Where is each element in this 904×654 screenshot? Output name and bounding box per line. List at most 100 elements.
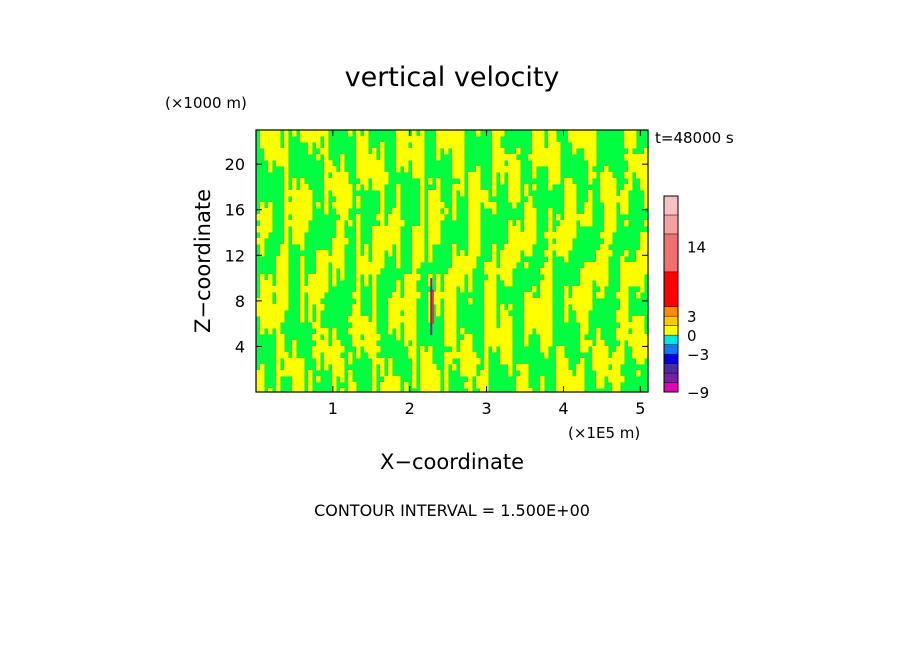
field-cell	[492, 280, 497, 287]
field-column	[588, 130, 593, 347]
field-cell	[640, 316, 645, 323]
field-cell	[452, 280, 457, 287]
field-cell	[580, 220, 585, 227]
field-cell	[612, 214, 617, 221]
field-cell	[380, 250, 385, 257]
field-cell	[472, 220, 477, 227]
field-cell	[512, 166, 517, 173]
field-cell	[508, 154, 513, 161]
field-cell	[508, 226, 513, 233]
field-cell	[532, 166, 537, 173]
field-cell	[380, 244, 385, 251]
field-cell	[580, 268, 585, 275]
field-cell	[348, 382, 353, 389]
field-cell	[416, 244, 421, 251]
field-column	[512, 154, 517, 269]
field-cell	[492, 184, 497, 191]
field-cell	[288, 190, 293, 197]
field-cell	[376, 238, 381, 245]
field-cell	[324, 274, 329, 281]
field-cell	[448, 328, 453, 335]
field-column	[464, 256, 469, 389]
field-cell	[432, 214, 437, 221]
field-cell	[636, 280, 641, 287]
field-cell	[324, 130, 329, 137]
field-cell	[568, 202, 573, 209]
field-cell	[644, 352, 649, 359]
field-cell	[264, 148, 269, 155]
field-cell	[548, 322, 553, 329]
field-cell	[376, 160, 381, 167]
field-cell	[484, 280, 489, 287]
field-cell	[572, 130, 577, 137]
field-cell	[260, 328, 265, 335]
field-cell	[584, 328, 589, 335]
field-cell	[460, 358, 465, 365]
field-cell	[548, 262, 553, 269]
field-cell	[344, 208, 349, 215]
field-cell	[308, 382, 313, 389]
field-cell	[640, 358, 645, 365]
field-cell	[508, 238, 513, 245]
field-cell	[540, 334, 545, 341]
field-cell	[284, 196, 289, 203]
field-cell	[476, 184, 481, 191]
field-cell	[260, 364, 265, 371]
field-cell	[524, 304, 529, 311]
field-cell	[404, 310, 409, 317]
field-column	[480, 190, 485, 392]
field-cell	[296, 220, 301, 227]
field-cell	[392, 214, 397, 221]
field-cell	[336, 232, 341, 239]
field-cell	[460, 280, 465, 287]
field-cell	[500, 256, 505, 263]
field-cell	[508, 274, 513, 281]
field-cell	[556, 154, 561, 161]
field-cell	[424, 364, 429, 371]
field-cell	[580, 136, 585, 143]
field-cell	[576, 286, 581, 293]
field-cell	[568, 388, 573, 392]
field-cell	[576, 298, 581, 305]
field-cell	[572, 382, 577, 389]
field-cell	[336, 262, 341, 269]
field-column	[364, 130, 369, 353]
field-cell	[636, 370, 641, 377]
field-cell	[624, 220, 629, 227]
field-cell	[376, 244, 381, 251]
field-cell	[528, 244, 533, 251]
field-cell	[280, 160, 285, 167]
field-cell	[572, 202, 577, 209]
field-cell	[340, 154, 345, 161]
y-tick-label: 8	[235, 292, 245, 311]
chart-title: vertical velocity	[345, 62, 560, 93]
field-cell	[364, 142, 369, 149]
field-cell	[272, 148, 277, 155]
field-column	[532, 130, 537, 329]
field-cell	[552, 160, 557, 167]
field-cell	[468, 274, 473, 281]
field-cell	[388, 328, 393, 335]
field-cell	[404, 154, 409, 161]
field-cell	[620, 346, 625, 353]
field-cell	[540, 136, 545, 143]
field-cell	[348, 202, 353, 209]
field-cell	[620, 340, 625, 347]
field-cell	[636, 358, 641, 365]
field-cell	[524, 262, 529, 269]
field-cell	[376, 172, 381, 179]
field-cell	[636, 328, 641, 335]
field-cell	[560, 238, 565, 245]
field-cell	[312, 334, 317, 341]
field-cell	[540, 268, 545, 275]
field-cell	[616, 376, 621, 383]
field-cell	[624, 136, 629, 143]
field-cell	[564, 358, 569, 365]
x-tick-label: 4	[558, 399, 568, 418]
field-cell	[452, 346, 457, 353]
field-cell	[468, 382, 473, 389]
field-cell	[284, 244, 289, 251]
field-cell	[488, 280, 493, 287]
field-cell	[420, 142, 425, 149]
field-cell	[600, 292, 605, 299]
